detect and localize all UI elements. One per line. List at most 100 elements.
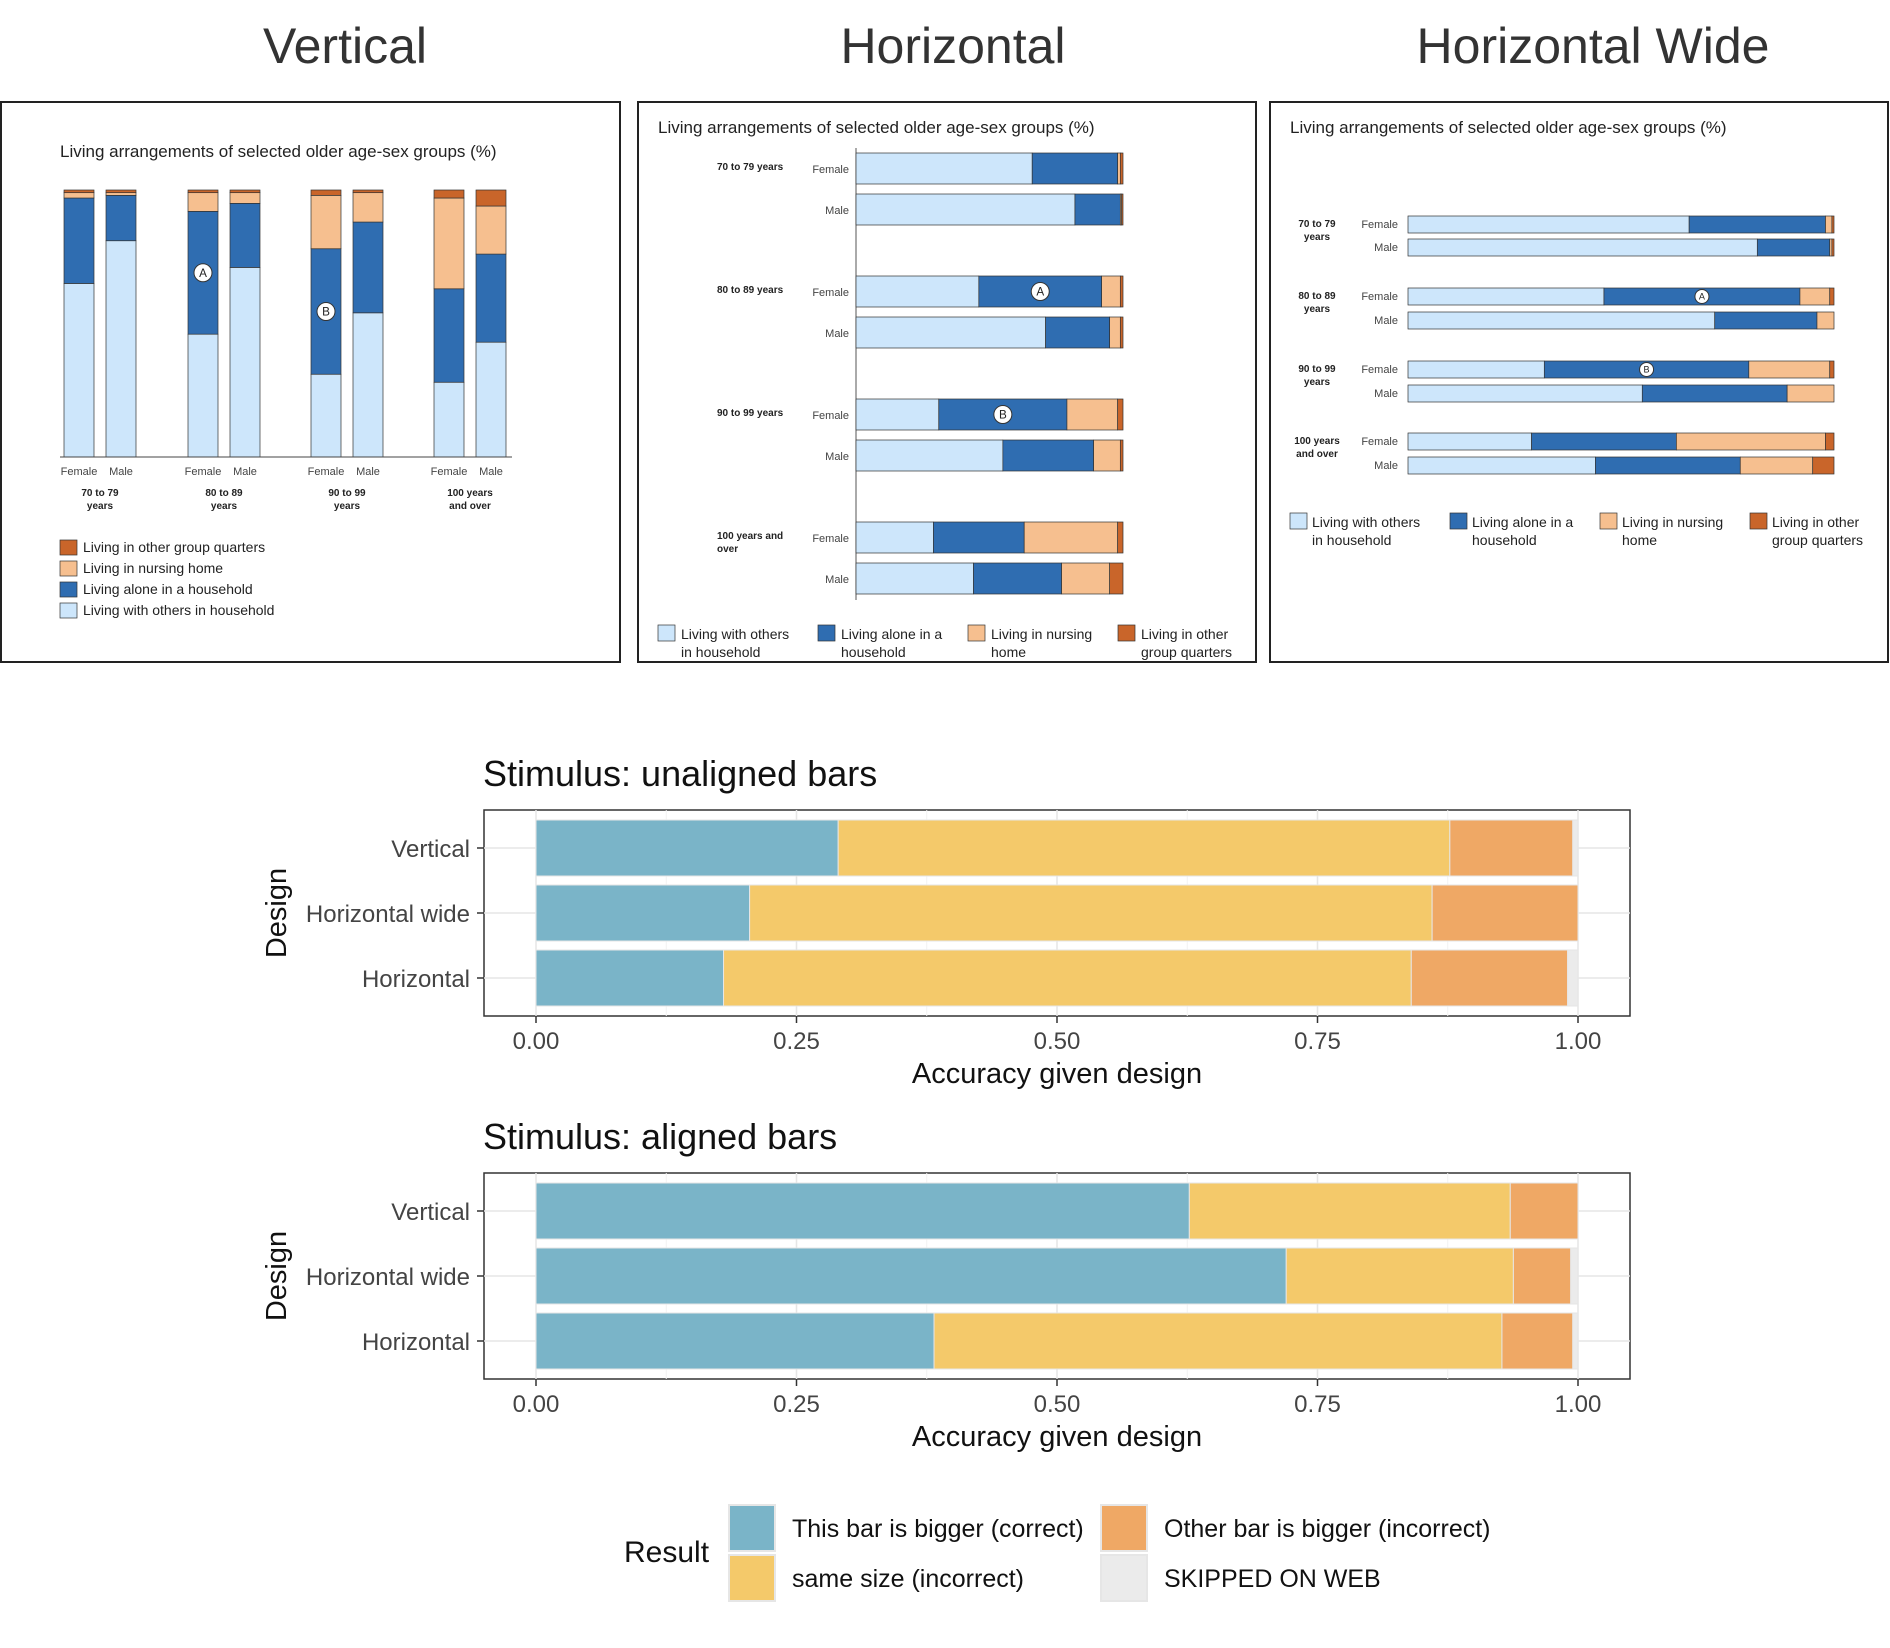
sex-label: Female xyxy=(812,164,849,176)
sex-label: Female xyxy=(812,287,849,299)
horizontal-bar-segment xyxy=(1109,562,1124,595)
legend-label: in household xyxy=(681,644,760,660)
legend-swatch xyxy=(1449,512,1468,530)
result-bar-segment xyxy=(535,819,839,877)
result-bar-segment xyxy=(933,1312,1503,1370)
wide-bar-segment xyxy=(1831,215,1835,234)
legend-label: Living in other group quarters xyxy=(83,539,265,555)
age-group-label: 70 to 79 years xyxy=(717,162,784,173)
annotation-marker-circle xyxy=(1639,362,1655,377)
vertical-bar-segment xyxy=(63,189,95,194)
x-tick-label: 1.00 xyxy=(1555,1391,1602,1418)
legend-label: Living in nursing xyxy=(991,626,1092,642)
vertical-bar-segment xyxy=(105,192,137,196)
horizontal-bar-segment xyxy=(933,521,1025,554)
vertical-bar-segment xyxy=(229,267,261,458)
vertical-bar-segment xyxy=(105,194,137,242)
y-axis-title: Design xyxy=(261,1231,293,1321)
sex-label: Male xyxy=(1374,388,1398,400)
x-tick-label: 0.50 xyxy=(1034,1391,1081,1418)
sex-label: Male xyxy=(1374,315,1398,327)
x-tick-label: 0.25 xyxy=(773,1028,820,1055)
age-group-label: 80 to 89 xyxy=(1298,291,1336,302)
legend-label: Living in other xyxy=(1772,514,1860,530)
annotation-marker-circle xyxy=(193,263,213,283)
result-legend-swatch xyxy=(1100,1504,1148,1552)
vertical-bar-segment xyxy=(229,192,261,204)
legend-swatch xyxy=(967,624,986,642)
sex-label: Female xyxy=(812,410,849,422)
vertical-bar-segment xyxy=(63,192,95,199)
sex-label: Male xyxy=(825,451,849,463)
horizontal-bar-segment xyxy=(1109,316,1121,349)
y-axis-title: Design xyxy=(261,868,293,958)
age-group-label: years xyxy=(1304,377,1331,388)
result-bar-segment xyxy=(723,949,1412,1007)
vertical-bar-segment xyxy=(475,341,507,458)
annotation-marker-circle xyxy=(316,301,336,321)
inner-chart-title: Living arrangements of selected older ag… xyxy=(60,142,497,161)
result-chart-title: Stimulus: aligned bars xyxy=(483,1116,837,1157)
vertical-bar-segment xyxy=(187,192,219,212)
result-bar-segment xyxy=(535,884,751,942)
vertical-bar-segment xyxy=(63,283,95,458)
legend-label: Living with others in household xyxy=(83,602,274,618)
horizontal-bar-segment xyxy=(1121,193,1124,226)
result-bar-segment xyxy=(535,1247,1287,1305)
annotation-marker-label: B xyxy=(1644,365,1650,375)
wide-bar-segment xyxy=(1829,360,1835,379)
result-legend-swatch xyxy=(1100,1554,1148,1602)
result-bar-segment xyxy=(1285,1247,1514,1305)
y-tick-label: Vertical xyxy=(391,1199,470,1226)
x-tick-label: 1.00 xyxy=(1555,1028,1602,1055)
result-bar-segment xyxy=(1572,819,1579,877)
horizontal-bar-segment xyxy=(1117,398,1124,431)
result-legend-label: SKIPPED ON WEB xyxy=(1164,1565,1381,1593)
x-tick-label: 0.50 xyxy=(1034,1028,1081,1055)
horizontal-bar-segment xyxy=(1119,152,1124,185)
x-axis-title: Accuracy given design xyxy=(912,1058,1202,1090)
x-axis-title: Accuracy given design xyxy=(912,1421,1202,1453)
wide-bar-segment xyxy=(1407,287,1605,306)
legend-label: Living in other xyxy=(1141,626,1229,642)
result-bar-segment xyxy=(1512,1247,1572,1305)
vertical-bar-segment xyxy=(475,205,507,255)
horizontal-bar-segment xyxy=(855,316,1046,349)
panel-title-vertical: Vertical xyxy=(263,18,427,74)
legend-swatch xyxy=(1599,512,1618,530)
legend-swatch xyxy=(1117,624,1136,642)
result-bar-segment xyxy=(535,949,725,1007)
horizontal-bar-segment xyxy=(855,275,980,308)
sex-label: Male xyxy=(356,466,380,478)
horizontal-bar-segment xyxy=(855,521,934,554)
age-group-label: 70 to 79 xyxy=(1298,219,1336,230)
legend-label: household xyxy=(841,644,906,660)
vertical-bar-segment xyxy=(187,189,219,194)
legend-label: group quarters xyxy=(1141,644,1232,660)
sex-label: Female xyxy=(1361,219,1398,231)
horizontal-bar-segment xyxy=(1117,521,1124,554)
x-tick-label: 0.25 xyxy=(773,1391,820,1418)
vertical-bar-segment xyxy=(310,194,342,250)
legend-label: Living in nursing xyxy=(1622,514,1723,530)
annotation-marker-label: A xyxy=(199,267,207,280)
vertical-bar-segment xyxy=(433,189,465,199)
age-group-label: years xyxy=(87,501,114,512)
legend-swatch xyxy=(1749,512,1768,530)
sex-label: Male xyxy=(109,466,133,478)
result-bar-segment xyxy=(837,819,1451,877)
sex-label: Female xyxy=(431,466,468,478)
result-legend-label: same size (incorrect) xyxy=(792,1565,1024,1593)
horizontal-bar-segment xyxy=(1119,275,1124,308)
panel-frame-horizontal-wide xyxy=(1269,101,1889,663)
sex-label: Female xyxy=(61,466,98,478)
annotation-marker-label: B xyxy=(322,306,330,319)
vertical-bar-segment xyxy=(105,240,137,458)
legend-swatch xyxy=(59,602,78,619)
horizontal-bar-segment xyxy=(1093,439,1121,472)
legend-swatch xyxy=(1289,512,1308,530)
vertical-bar-segment xyxy=(352,312,384,458)
vertical-bar-segment xyxy=(310,373,342,458)
sex-label: Female xyxy=(185,466,222,478)
